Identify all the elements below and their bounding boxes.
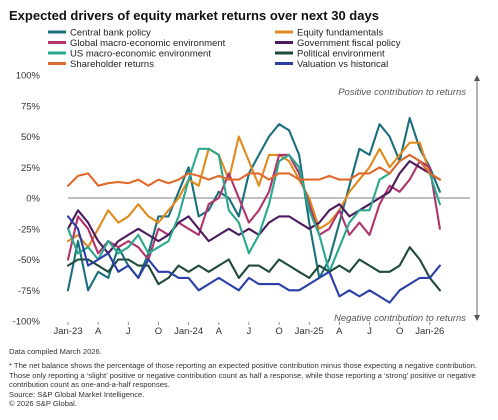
legend-label: Equity fundamentals [297, 27, 383, 38]
x-tick-label: O [275, 326, 282, 337]
y-tick-label: -25% [18, 224, 41, 235]
series-line [66, 153, 441, 187]
chart-notes: Data compiled March 2026. * The net bala… [9, 347, 491, 408]
x-tick-label: J [367, 326, 372, 337]
chart-title: Expected drivers of equity market return… [9, 8, 379, 23]
x-tick-label: O [155, 326, 162, 337]
series-line [66, 116, 441, 292]
series-line [66, 160, 441, 255]
series-lines [66, 116, 441, 304]
arrow-up-icon [474, 75, 480, 81]
legend-label: US macro-economic environment [70, 48, 211, 59]
source-note: Source: S&P Global Market Intelligence. [9, 389, 145, 399]
x-tick-label: A [336, 326, 343, 337]
legend-label: Central bank policy [70, 27, 151, 38]
y-tick-label: -100% [13, 317, 41, 328]
series-line [66, 135, 441, 249]
x-tick-label: Jan-26 [415, 326, 444, 337]
x-tick-label: Jan-24 [174, 326, 203, 337]
chart-axes: 100% 75% 50% 25% 0% -25% -50% -75% -100% Jan-23 A J… [13, 71, 480, 337]
y-tick-label: 50% [21, 132, 41, 143]
data-compiled-note: Data compiled March 2026. [9, 347, 102, 356]
copyright-note: © 2026 S&P Global. [9, 399, 77, 409]
y-tick-label: 0% [26, 194, 40, 205]
y-tick-label: -75% [18, 286, 41, 297]
x-tick-label: J [126, 326, 131, 337]
legend-label: Political environment [297, 48, 385, 59]
arrow-down-icon [474, 315, 480, 321]
legend-label: Global macro-economic environment [70, 38, 226, 49]
x-tick-label: A [216, 326, 223, 337]
y-tick-label: 25% [21, 163, 41, 174]
y-tick-label: 75% [21, 101, 41, 112]
x-tick-label: O [396, 326, 403, 337]
x-tick-label: J [247, 326, 252, 337]
series-line [66, 215, 441, 304]
series-line [66, 246, 441, 292]
line-chart: Central bank policy Equity fundamentals Gl… [13, 27, 480, 337]
legend-label: Shareholder returns [70, 59, 154, 70]
net-balance-footnote: * The net balance shows the percentage o… [9, 361, 478, 390]
y-tick-label: -50% [18, 255, 41, 266]
x-tick-label: Jan-25 [295, 326, 324, 337]
negative-annotation: Negative contribution to returns [334, 313, 466, 324]
legend: Central bank policy Equity fundamentals Gl… [48, 27, 401, 70]
legend-label: Valuation vs historical [297, 59, 388, 70]
series-line [66, 147, 441, 273]
x-tick-label: Jan-23 [53, 326, 82, 337]
positive-annotation: Positive contribution to returns [338, 87, 466, 98]
y-tick-label: 100% [16, 71, 41, 82]
series-line [66, 153, 441, 261]
legend-label: Government fiscal policy [297, 38, 401, 49]
x-tick-label: A [95, 326, 102, 337]
